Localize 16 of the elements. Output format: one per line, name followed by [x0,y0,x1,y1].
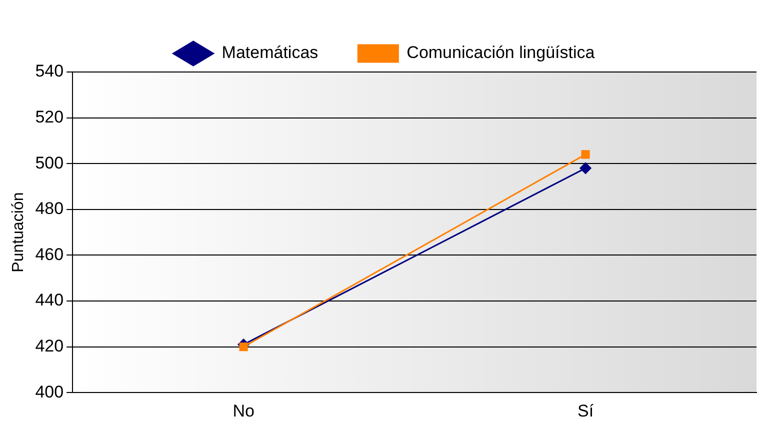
point [581,150,590,159]
point [580,162,592,174]
y-tick-label: 520 [35,107,64,126]
legend-label: Matemáticas [222,43,318,62]
y-tick-label: 460 [35,244,64,264]
x-tick-label: Sí [577,401,594,420]
y-tick-label: 540 [35,62,64,81]
x-tick-label: No [232,401,254,420]
y-tick-label: 500 [35,153,64,172]
y-tick-label: 480 [35,199,64,218]
y-tick-label: 400 [35,382,64,402]
point [239,342,248,352]
y-axis-title: Puntuación [10,192,28,272]
y-tick-label: 440 [35,290,64,310]
y-tick-label: 420 [35,336,64,356]
legend-label: Comunicación lingüística [406,43,596,62]
